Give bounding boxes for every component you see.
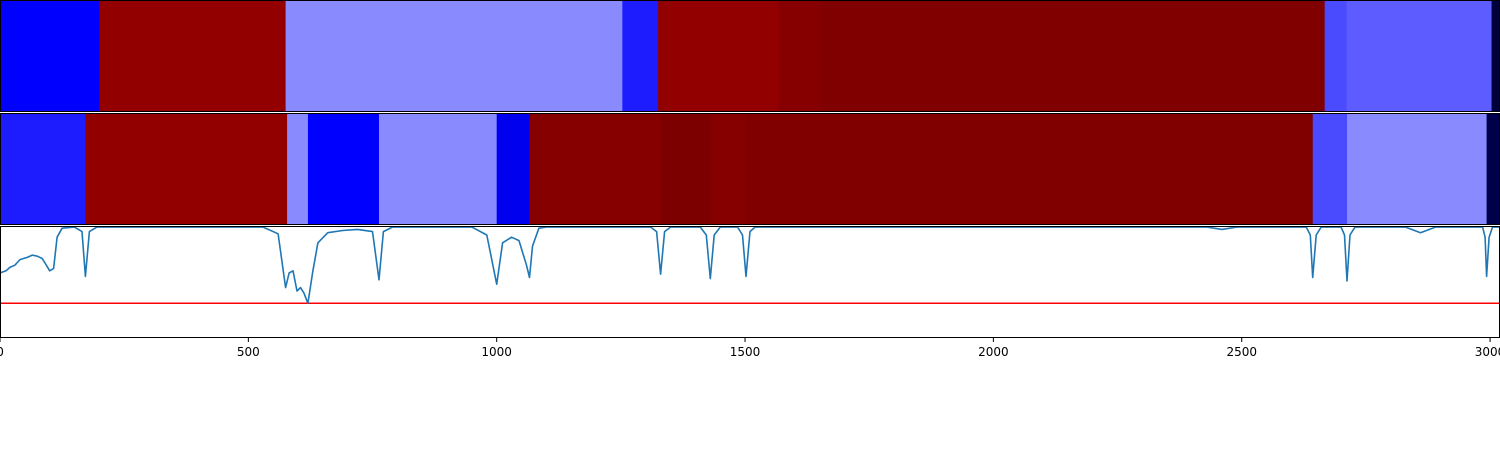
heatmap-bottom-cell-12 <box>1486 113 1500 225</box>
heatmap-bottom-cell-0 <box>0 113 86 225</box>
x-tick-label-4: 2000 <box>978 345 1009 359</box>
heatmap-bottom-cell-5 <box>496 113 530 225</box>
x-tick-label-0: 0 <box>0 345 4 359</box>
heatmap-top-cell-7 <box>1324 0 1348 112</box>
heatmap-top-cell-2 <box>285 0 623 112</box>
heatmap-bottom-cell-9 <box>746 113 1314 225</box>
heatmap-bottom <box>0 113 1500 225</box>
heatmap-top-cell-1 <box>99 0 287 112</box>
heatmap-bottom-cell-2 <box>287 113 309 225</box>
x-tick-label-6: 3000 <box>1475 345 1500 359</box>
heatmap-bottom-cell-8 <box>710 113 747 225</box>
line-plot-frame <box>0 226 1500 338</box>
x-tick-label-5: 2500 <box>1226 345 1257 359</box>
x-tick-label-3: 1500 <box>730 345 761 359</box>
heatmap-top <box>0 0 1500 112</box>
heatmap-bottom-cell-1 <box>85 113 288 225</box>
heatmap-bottom-cell-7 <box>660 113 711 225</box>
heatmap-bottom-cell-6 <box>529 113 662 225</box>
heatmap-top-cell-0 <box>0 0 100 112</box>
heatmap-top-cell-5 <box>778 0 822 112</box>
heatmap-top-cell-8 <box>1346 0 1493 112</box>
x-tick-label-1: 500 <box>237 345 260 359</box>
heatmap-top-cell-4 <box>658 0 780 112</box>
heatmap-bottom-cell-11 <box>1347 113 1488 225</box>
heatmap-bottom-cell-10 <box>1312 113 1348 225</box>
heatmap-top-cell-9 <box>1491 0 1500 112</box>
heatmap-bottom-cell-4 <box>378 113 498 225</box>
series-line-0 <box>0 226 1500 305</box>
line-plot: 0 500 1000 1500 2000 2500 3000 <box>0 226 1500 359</box>
heatmap-bottom-cell-3 <box>307 113 380 225</box>
x-tick-label-2: 1000 <box>481 345 512 359</box>
heatmap-top-cell-6 <box>820 0 1326 112</box>
heatmap-top-cell-3 <box>622 0 659 112</box>
